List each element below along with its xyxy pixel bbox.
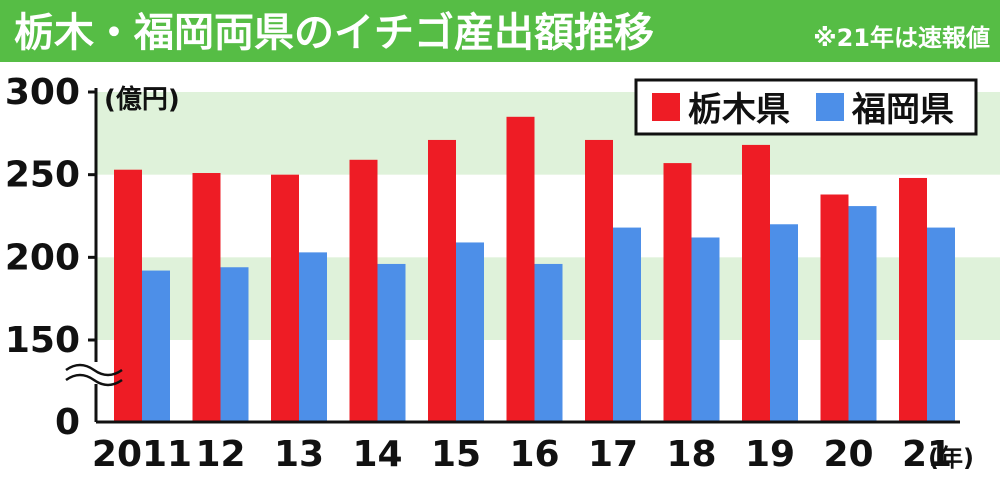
x-tick-label-15: 15 (431, 434, 481, 475)
y-tick-label-150: 150 (5, 320, 80, 361)
x-tick-labels: 2011 12 13 14 15 16 17 18 19 20 21 (92, 434, 952, 475)
x-tick-label-12: 12 (195, 434, 245, 475)
title-bar (0, 0, 1000, 62)
axis-break-mark-top (65, 363, 123, 377)
bar-fukuoka-13 (299, 252, 327, 422)
bar-tochigi-18 (663, 163, 692, 423)
y-tick-label-300: 300 (5, 72, 80, 113)
x-tick-label-2011: 2011 (92, 434, 192, 475)
bar-tochigi-16 (506, 116, 535, 423)
legend-box (634, 78, 978, 136)
bar-fukuoka-14 (377, 263, 406, 422)
bar-fukuoka-2011 (142, 270, 170, 422)
legend-swatch-tochigi (652, 93, 680, 121)
bar-tochigi-15 (428, 139, 456, 423)
x-tick-label-16: 16 (509, 434, 559, 475)
bar-tochigi-14 (349, 159, 378, 422)
x-tick-label-17: 17 (588, 434, 638, 475)
bar-fukuoka-17 (613, 227, 641, 422)
x-tick-label-13: 13 (274, 434, 324, 475)
y-tick-labels: 0 150 200 250 300 (5, 72, 80, 443)
bar-fukuoka-18 (691, 237, 720, 422)
chart-note: ※21年は速報値 (813, 24, 990, 52)
y-tick-label-200: 200 (5, 237, 80, 278)
bar-fukuoka-15 (456, 242, 484, 422)
bar-fukuoka-21 (927, 227, 955, 422)
legend: 栃木県 福岡県 (634, 78, 978, 136)
bar-tochigi-13 (271, 174, 299, 422)
bar-fukuoka-20 (848, 206, 877, 422)
bar-fukuoka-19 (770, 224, 798, 422)
bars (114, 116, 955, 423)
bar-fukuoka-16 (534, 263, 563, 422)
x-axis-unit: (年) (928, 444, 974, 472)
x-tick-label-21: 21 (902, 434, 952, 475)
bar-tochigi-2011 (114, 169, 142, 422)
axis-break-mark-bottom (65, 373, 123, 387)
bar-fukuoka-12 (220, 267, 249, 422)
y-tick-label-0: 0 (55, 402, 80, 443)
legend-label-fukuoka: 福岡県 (851, 90, 954, 130)
bar-tochigi-20 (820, 194, 849, 422)
x-tick-label-20: 20 (823, 434, 873, 475)
x-tick-label-14: 14 (352, 434, 402, 475)
x-tick-label-18: 18 (666, 434, 716, 475)
bar-tochigi-17 (585, 139, 613, 423)
bar-tochigi-21 (899, 177, 927, 422)
bar-tochigi-12 (192, 173, 221, 422)
legend-swatch-fukuoka (816, 93, 844, 121)
legend-label-tochigi: 栃木県 (688, 90, 790, 130)
bar-tochigi-19 (742, 144, 770, 422)
y-tick-label-250: 250 (5, 155, 80, 196)
y-axis-label: (億円) (104, 85, 180, 115)
x-tick-label-19: 19 (745, 434, 795, 475)
y-axis (65, 88, 960, 424)
chart-title: 栃木・福岡両県のイチゴ産出額推移 (14, 10, 654, 56)
